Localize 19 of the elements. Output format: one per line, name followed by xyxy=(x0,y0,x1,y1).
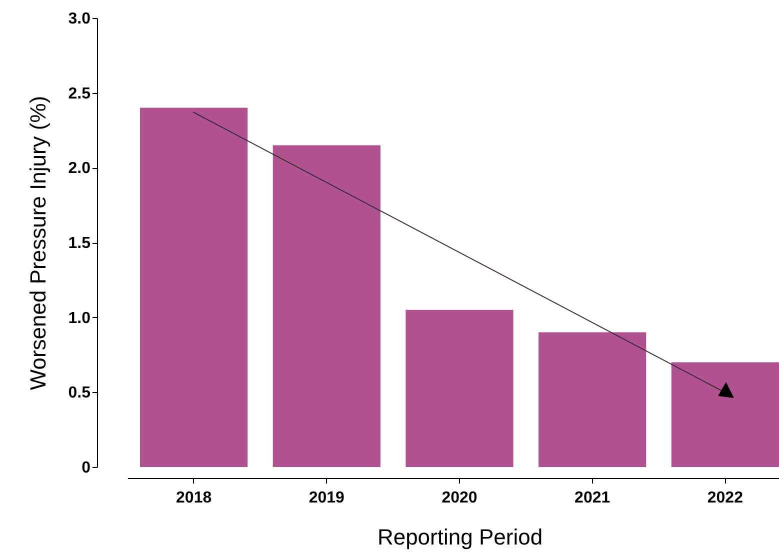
x-tick-label: 2020 xyxy=(442,490,478,506)
x-axis-title: Reporting Period xyxy=(377,524,543,550)
y-tick-label: 0.5 xyxy=(68,384,91,402)
bar xyxy=(272,145,380,467)
bar xyxy=(671,362,779,467)
bar xyxy=(140,108,248,467)
y-axis-title: Worsened Pressure Injury (%) xyxy=(25,96,50,390)
y-tick-label: 3.0 xyxy=(68,10,91,28)
x-tick-label: 2022 xyxy=(707,490,744,506)
y-tick-label: 2.0 xyxy=(68,160,91,178)
x-tick-label: 2018 xyxy=(176,490,212,506)
y-tick-label: 1.0 xyxy=(68,310,91,327)
y-tick-label: 0 xyxy=(82,460,91,476)
y-tick-label: 2.5 xyxy=(68,85,91,102)
y-tick-label: 1.5 xyxy=(68,235,91,252)
bar xyxy=(538,332,646,467)
x-tick-label: 2021 xyxy=(574,490,610,506)
x-tick-label: 2019 xyxy=(308,490,345,506)
bar xyxy=(406,310,514,467)
